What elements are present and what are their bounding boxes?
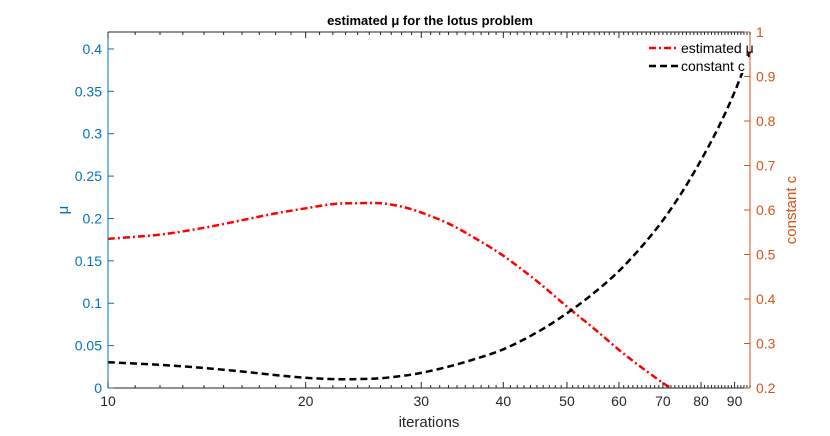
x-tick-label: 70: [655, 393, 671, 409]
series-layer: [107, 51, 752, 390]
x-tick-label: 80: [693, 393, 709, 409]
y-left-tick-label: 0.05: [75, 338, 102, 354]
x-tick-label: 10: [100, 393, 116, 409]
x-axis-label: iterations: [399, 414, 460, 431]
y-right-tick-label: 0.7: [756, 158, 776, 174]
series-line-constant-c: [107, 51, 752, 381]
y-left-tick-label: 0.15: [75, 253, 102, 269]
y-right-tick-label: 0.6: [756, 202, 776, 218]
legend-label-constant-c: constant c: [681, 58, 745, 74]
axes-layer: 10 20 30 40 50 60 70 80 90 0 0.05 0.1 0.15 0.2 0.25 0.3…: [75, 24, 776, 409]
y-left-tick-label: 0.25: [75, 168, 102, 184]
y-right-tick-label: 0.3: [756, 336, 776, 352]
x-tick-label: 20: [298, 393, 314, 409]
y-left-tick-label: 0.4: [83, 41, 103, 57]
x-tick-label: 50: [559, 393, 575, 409]
y-right-tick-label: 0.5: [756, 247, 776, 263]
y-left-tick-label: 0: [94, 380, 102, 396]
x-tick-label: 40: [496, 393, 512, 409]
y-right-tick-label: 0.8: [756, 113, 776, 129]
x-tick-label: 30: [414, 393, 430, 409]
y-axis-label-left: μ: [55, 206, 72, 215]
x-tick-label: 60: [611, 393, 627, 409]
chart-title: estimated μ for the lotus problem: [327, 13, 533, 28]
y-left-tick-label: 0.1: [83, 295, 103, 311]
y-left-tick-label: 0.3: [83, 126, 103, 142]
legend: estimated μ constant c: [646, 35, 754, 74]
y-left-tick-label: 0.2: [83, 210, 103, 226]
legend-label-estimated-mu: estimated μ: [681, 40, 754, 56]
y-right-tick-label: 1: [756, 24, 764, 40]
y-right-tick-label: 0.4: [756, 291, 776, 307]
y-right-tick-label: 0.2: [756, 380, 776, 396]
y-right-tick-label: 0.9: [756, 69, 776, 85]
series-line-estimated: [107, 201, 672, 390]
y-axis-label-right: constant c: [783, 175, 800, 244]
plot-area: [108, 32, 750, 388]
y-left-tick-label: 0.35: [75, 83, 102, 99]
x-tick-label: 90: [727, 393, 743, 409]
